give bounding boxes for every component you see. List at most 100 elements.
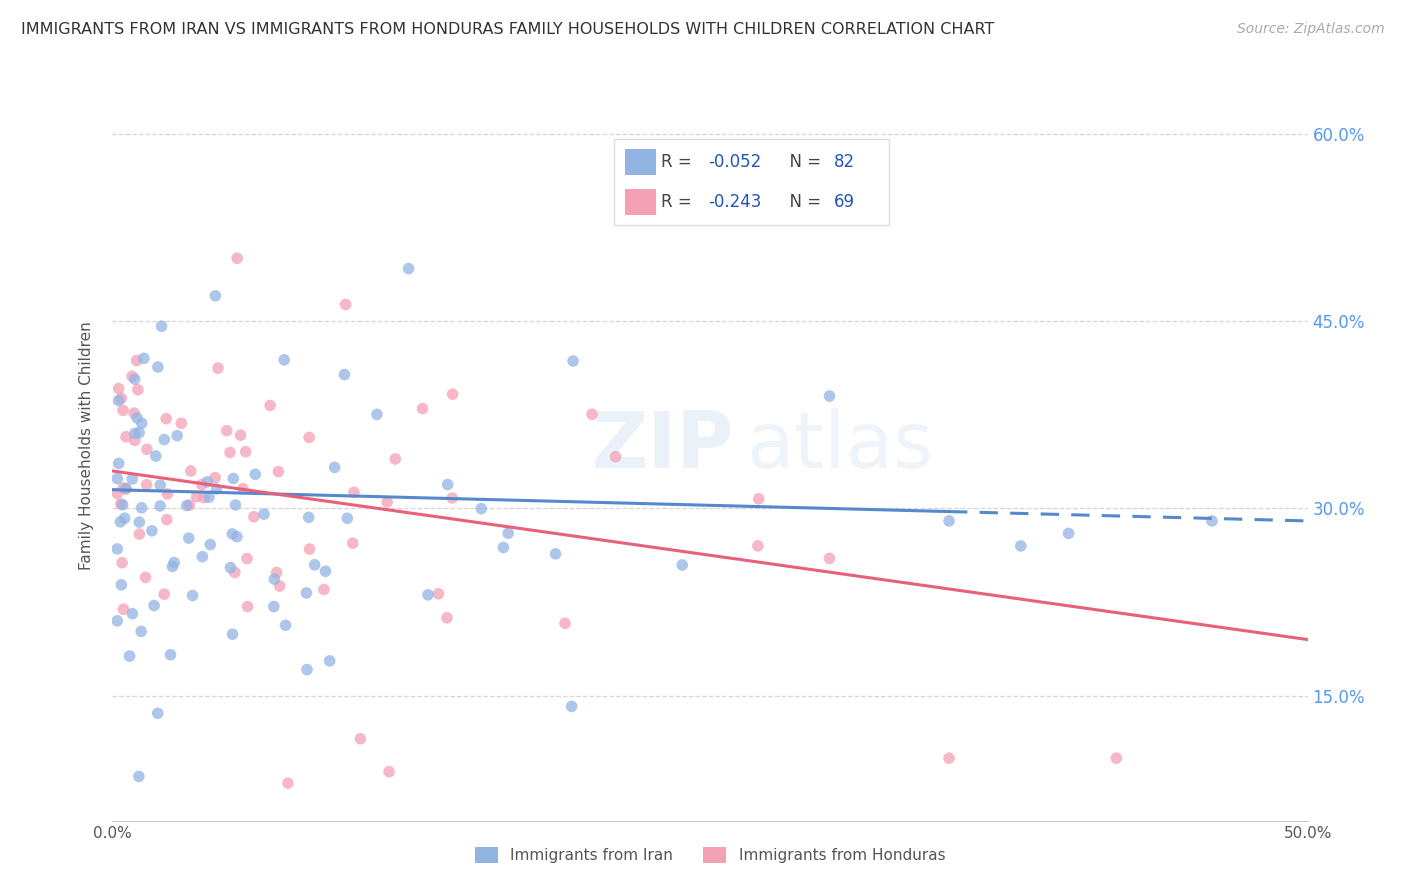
Point xyxy=(219,560,242,574)
Point xyxy=(818,389,841,403)
Point xyxy=(384,452,406,467)
Point xyxy=(938,751,960,765)
Point xyxy=(544,547,567,561)
Point xyxy=(127,383,149,397)
Point xyxy=(110,392,132,406)
Point xyxy=(232,482,254,496)
Point xyxy=(1057,526,1080,541)
Point xyxy=(818,551,841,566)
Point xyxy=(135,442,157,457)
Point xyxy=(176,499,198,513)
Point xyxy=(105,472,128,486)
Point xyxy=(267,465,290,479)
Point xyxy=(366,408,388,422)
Point xyxy=(304,558,326,572)
Point xyxy=(112,403,135,417)
Point xyxy=(398,261,420,276)
Point xyxy=(159,648,181,662)
Point xyxy=(180,464,202,478)
Point xyxy=(150,319,173,334)
Text: Source: ZipAtlas.com: Source: ZipAtlas.com xyxy=(1237,22,1385,37)
Point xyxy=(375,495,398,509)
Point xyxy=(747,539,769,553)
Point xyxy=(146,706,169,721)
Point xyxy=(114,511,136,525)
Point xyxy=(128,425,150,440)
Point xyxy=(112,602,135,616)
Point xyxy=(204,470,226,484)
Point xyxy=(107,457,129,471)
Point xyxy=(245,467,267,482)
Point xyxy=(207,361,229,376)
Point xyxy=(124,434,146,448)
Point xyxy=(748,491,770,506)
Point xyxy=(226,252,249,266)
Text: atlas: atlas xyxy=(747,408,934,484)
Point xyxy=(198,490,221,504)
Point xyxy=(496,526,519,541)
Point xyxy=(277,776,299,790)
Point xyxy=(492,541,515,555)
Point xyxy=(342,536,364,550)
Point xyxy=(107,393,129,408)
Point xyxy=(115,430,138,444)
Point xyxy=(118,649,141,664)
Point xyxy=(191,477,214,491)
Point xyxy=(105,486,128,500)
Point xyxy=(263,599,285,614)
Point xyxy=(562,354,585,368)
Point xyxy=(115,482,138,496)
Point xyxy=(166,428,188,442)
Point xyxy=(378,764,401,779)
Point xyxy=(110,497,132,511)
Point xyxy=(266,566,288,580)
Point xyxy=(336,511,359,525)
Point xyxy=(149,499,172,513)
Point xyxy=(263,572,285,586)
Text: IMMIGRANTS FROM IRAN VS IMMIGRANTS FROM HONDURAS FAMILY HOUSEHOLDS WITH CHILDREN: IMMIGRANTS FROM IRAN VS IMMIGRANTS FROM … xyxy=(21,22,994,37)
Point xyxy=(112,481,135,495)
Point xyxy=(253,507,276,521)
Point xyxy=(193,491,215,505)
Point xyxy=(153,433,176,447)
Point xyxy=(179,498,201,512)
Point xyxy=(204,289,226,303)
Point xyxy=(235,444,257,458)
Point xyxy=(259,399,281,413)
Point xyxy=(349,731,371,746)
Point xyxy=(605,450,627,464)
Point xyxy=(163,556,186,570)
Point xyxy=(315,564,337,578)
Point xyxy=(129,624,152,639)
Point xyxy=(224,498,246,512)
Point xyxy=(107,382,129,396)
Point xyxy=(124,426,146,441)
Point xyxy=(225,530,247,544)
Point xyxy=(124,372,146,386)
Point xyxy=(215,424,238,438)
Point xyxy=(162,559,184,574)
Point xyxy=(236,599,259,614)
Point xyxy=(335,297,357,311)
Point xyxy=(170,417,193,431)
Point xyxy=(105,541,128,556)
Point xyxy=(156,487,179,501)
Point xyxy=(273,352,295,367)
Point xyxy=(561,699,583,714)
Point xyxy=(156,512,179,526)
Point xyxy=(427,587,450,601)
Point xyxy=(236,551,259,566)
Point xyxy=(298,430,321,444)
Point xyxy=(205,482,228,496)
Point xyxy=(131,500,153,515)
Point xyxy=(110,515,132,529)
Point xyxy=(200,537,222,551)
Point xyxy=(155,411,177,425)
Point xyxy=(298,510,321,524)
Point xyxy=(581,407,603,421)
Point xyxy=(105,614,128,628)
Point xyxy=(145,449,167,463)
Point xyxy=(143,599,166,613)
Text: ZIP: ZIP xyxy=(592,408,734,484)
Point xyxy=(343,485,366,500)
